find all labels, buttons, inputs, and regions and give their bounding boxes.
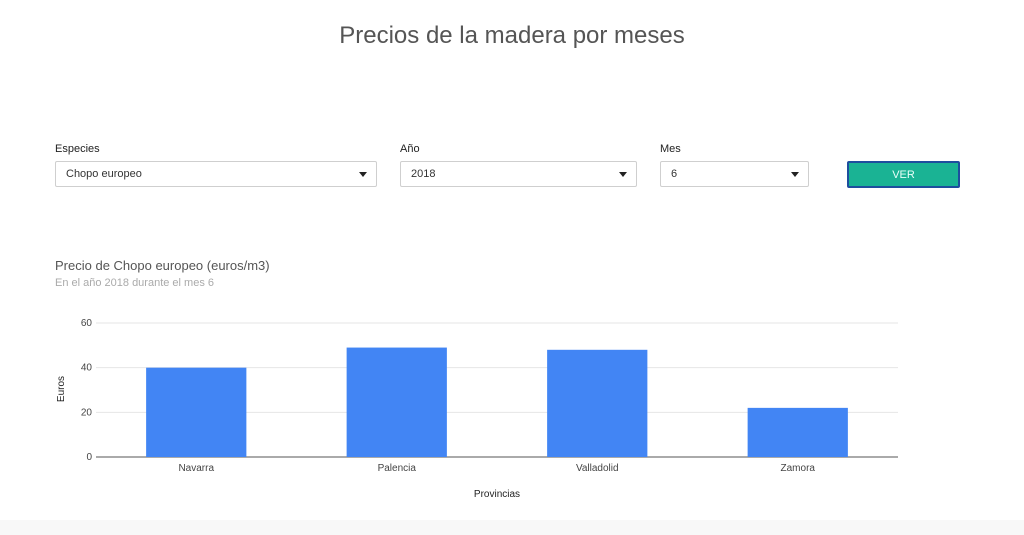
x-axis-label: Provincias — [474, 489, 520, 500]
chevron-down-icon — [791, 172, 799, 177]
month-select-value: 6 — [671, 168, 678, 180]
x-tick-label: Palencia — [378, 463, 417, 474]
chart-subtitle: En el año 2018 durante el mes 6 — [55, 277, 215, 289]
chevron-down-icon — [619, 172, 627, 177]
year-select-value: 2018 — [411, 168, 436, 180]
x-tick-label: Zamora — [781, 463, 816, 474]
bar-valladolid[interactable] — [547, 349, 648, 457]
month-select[interactable]: 6 — [660, 161, 809, 187]
species-select-value: Chopo europeo — [66, 168, 142, 180]
year-label: Año — [400, 143, 420, 155]
footer-band — [0, 520, 1024, 535]
y-tick-label: 0 — [86, 452, 92, 463]
month-label: Mes — [660, 143, 681, 155]
species-label: Especies — [55, 143, 100, 155]
chevron-down-icon — [359, 172, 367, 177]
x-tick-label: Navarra — [178, 463, 214, 474]
y-tick-label: 60 — [81, 318, 93, 329]
x-tick-label: Valladolid — [576, 463, 619, 474]
page-title: Precios de la madera por meses — [339, 22, 685, 49]
ver-button[interactable]: VER — [847, 161, 960, 188]
year-select[interactable]: 2018 — [400, 161, 637, 187]
y-axis-label: Euros — [56, 376, 67, 402]
species-select[interactable]: Chopo europeo — [55, 161, 377, 187]
y-tick-label: 20 — [81, 407, 93, 418]
bar-zamora[interactable] — [747, 407, 848, 457]
bar-chart: 0 20 40 60 Navarra Palencia Valladolid Zamora E… — [56, 318, 898, 500]
y-tick-label: 40 — [81, 363, 93, 374]
bar-palencia[interactable] — [346, 347, 447, 457]
chart-title: Precio de Chopo europeo (euros/m3) — [55, 258, 270, 273]
bar-navarra[interactable] — [146, 367, 247, 457]
